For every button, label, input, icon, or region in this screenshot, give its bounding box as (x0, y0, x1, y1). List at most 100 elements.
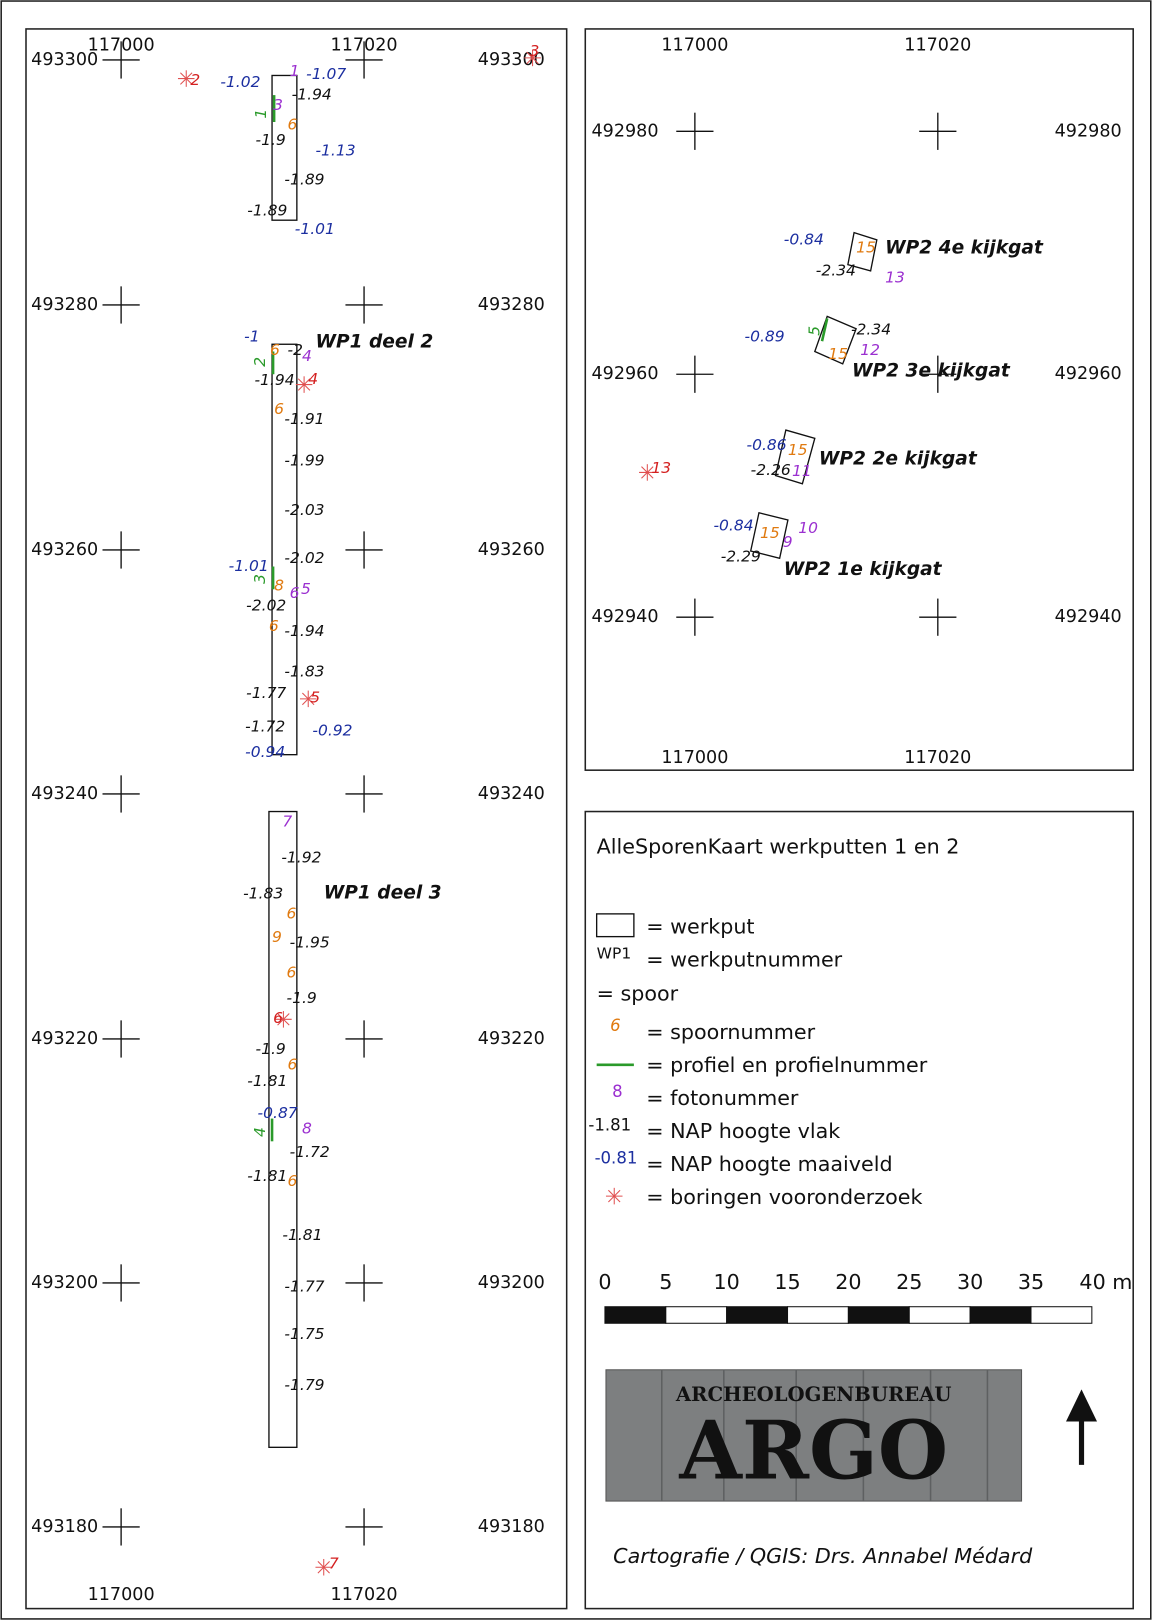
annotation: 7 (282, 812, 292, 830)
profile-number: 1 (252, 109, 270, 119)
annotation: 12 (860, 341, 880, 359)
scale-segment (908, 1306, 971, 1324)
annotation: -0.94 (245, 743, 285, 761)
trench-outline (749, 511, 789, 560)
annotation: -1.77 (246, 684, 286, 702)
annotation: -1.75 (284, 1325, 324, 1343)
annotation: -1.83 (243, 885, 283, 903)
annotation: 6 (288, 1172, 298, 1190)
scale-label: 35 (1018, 1270, 1044, 1294)
y-coordinate: 493260 (31, 540, 98, 560)
scale-segment (604, 1306, 667, 1324)
annotation: 6 (273, 1009, 283, 1027)
boring-marker (302, 692, 315, 706)
annotation: 3 (273, 96, 283, 114)
y-coordinate: 492940 (1055, 607, 1122, 627)
y-coordinate: 493280 (478, 295, 545, 315)
credit: Cartografie / QGIS: Drs. Annabel Médard (613, 1544, 1033, 1568)
y-coordinate: 492940 (591, 607, 658, 627)
scale-segment (847, 1306, 910, 1324)
annotation: -1.01 (295, 220, 335, 238)
frame (25, 28, 568, 1610)
annotation: 8 (274, 577, 284, 595)
trench-name: WP1 deel 2 (315, 332, 433, 353)
y-coordinate: 493200 (31, 1273, 98, 1293)
scale-label: 30 (957, 1270, 983, 1294)
trench-name: WP2 4e kijkgat (885, 238, 1044, 259)
annotation: 5 (310, 688, 320, 706)
annotation: 7 (329, 1555, 339, 1573)
annotation: -1.77 (284, 1278, 324, 1296)
scale-label: 10 (714, 1270, 740, 1294)
scale-label: 0 (598, 1270, 611, 1294)
annotation: 4 (302, 347, 312, 365)
annotation: 11 (792, 462, 812, 480)
annotation: -1.94 (254, 371, 294, 389)
annotation: -1 (244, 328, 259, 346)
y-coordinate: 493240 (478, 784, 545, 804)
annotation: 6 (274, 400, 284, 418)
annotation: -1.13 (315, 141, 355, 159)
legend-text: = profiel en profielnummer (646, 1053, 927, 1077)
annotation: -1.02 (220, 73, 260, 91)
annotation: -1.99 (284, 452, 324, 470)
logo-line2: ARGO (678, 1404, 948, 1499)
legend-symbol: -1.81 (588, 1115, 631, 1134)
annotation: 6 (269, 617, 279, 635)
annotation: 15 (788, 441, 808, 459)
y-coordinate: 493280 (31, 295, 98, 315)
annotation: -2.02 (284, 549, 324, 567)
scale-segment (969, 1306, 1032, 1324)
annotation: -0.87 (258, 1104, 298, 1122)
annotation: -1.95 (290, 933, 330, 951)
trench-outline (774, 429, 816, 485)
profile-number: 2 (251, 357, 269, 367)
annotation: -1.79 (284, 1376, 324, 1394)
legend-text: = boringen vooronderzoek (646, 1185, 922, 1209)
x-coordinate: 117000 (88, 1585, 155, 1605)
legend-text: = spoornummer (646, 1020, 815, 1044)
annotation: 1 (290, 62, 300, 80)
scale-label: 15 (774, 1270, 800, 1294)
boring-marker (526, 51, 539, 65)
frame (584, 28, 1134, 771)
annotation: -1.9 (287, 989, 317, 1007)
annotation: -1.72 (245, 717, 285, 735)
y-coordinate: 493300 (478, 50, 545, 70)
y-coordinate: 493180 (31, 1517, 98, 1537)
boring-marker (297, 378, 311, 391)
legend-text: = NAP hoogte vlak (646, 1119, 840, 1143)
frame (271, 74, 298, 221)
y-coordinate: 493200 (478, 1273, 545, 1293)
scale-segment (665, 1306, 728, 1324)
scale-segment (1030, 1306, 1093, 1324)
annotation: -1.89 (284, 170, 324, 188)
y-coordinate: 492980 (591, 121, 658, 141)
annotation: -2.26 (751, 461, 791, 479)
annotation: 3 (529, 42, 539, 60)
annotation: 15 (760, 524, 780, 542)
boring-marker (277, 1013, 290, 1026)
legend-symbol: 6 (610, 1016, 621, 1035)
legend-symbol: WP1 (597, 945, 632, 963)
profile-number: 3 (251, 574, 269, 584)
boring-marker (180, 72, 193, 85)
frame (605, 1369, 1023, 1502)
annotation: -0.92 (312, 721, 352, 739)
annotation: 8 (302, 1119, 312, 1137)
annotation: 6 (270, 341, 280, 359)
annotation: 13 (651, 459, 671, 477)
legend-symbol: -0.81 (595, 1148, 638, 1167)
trench-outline (847, 231, 878, 272)
x-coordinate: 117020 (331, 1585, 398, 1605)
trench-name: WP2 2e kijkgat (819, 449, 978, 470)
frame (595, 913, 635, 938)
annotation: -1.81 (247, 1167, 287, 1185)
x-coordinate: 117000 (661, 35, 728, 55)
annotation: -0.84 (784, 230, 824, 248)
annotation: 6 (288, 116, 298, 134)
annotation: -1.83 (284, 662, 324, 680)
profile-number: 4 (251, 1127, 269, 1137)
map-line: 0 5 10 15 20 25 30 35 40 m (598, 1270, 1132, 1324)
